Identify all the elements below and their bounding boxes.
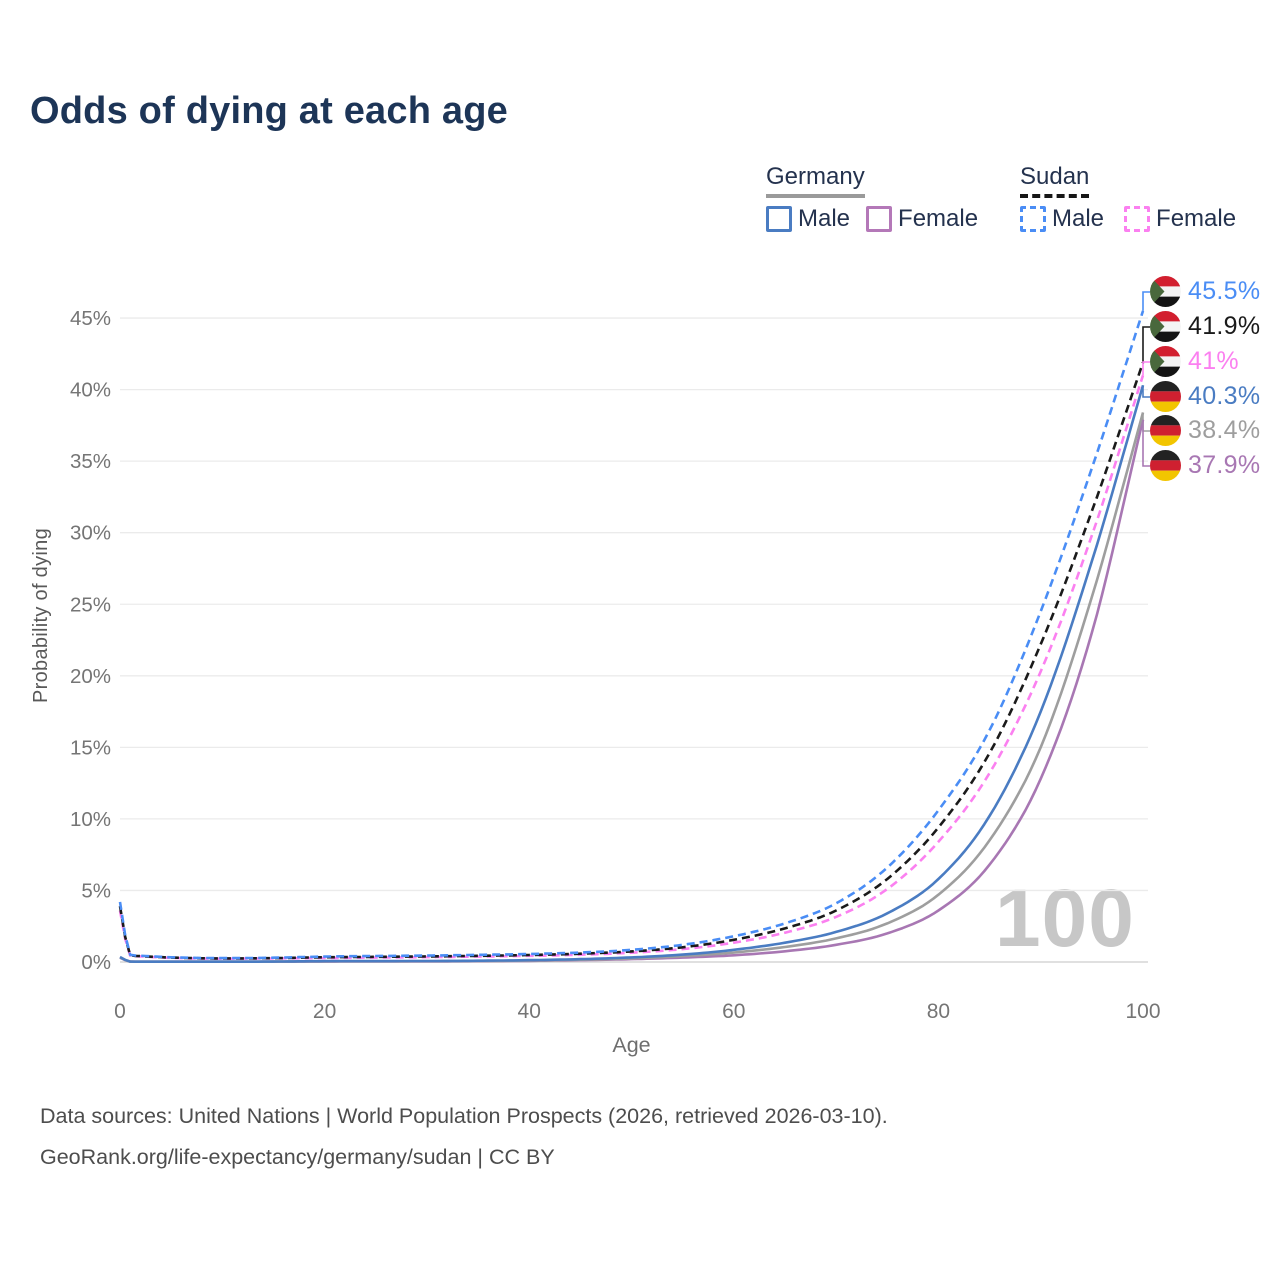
age-watermark: 100 bbox=[995, 873, 1135, 964]
end-label-germany_female: 37.9% bbox=[1150, 450, 1260, 481]
sudan-female-checkbox[interactable] bbox=[1124, 206, 1151, 232]
y-tick-label: 45% bbox=[70, 307, 111, 330]
end-label-sudan_female: 41% bbox=[1150, 346, 1239, 377]
germany-male-checkbox[interactable] bbox=[766, 206, 792, 232]
x-axis-title: Age bbox=[612, 1033, 650, 1057]
germany-female-checkbox[interactable] bbox=[866, 206, 893, 232]
germany-male-label: Male bbox=[798, 205, 851, 232]
end-label-connector-sudan_female bbox=[1142, 361, 1150, 376]
legend-germany: Germany Male Female bbox=[766, 163, 978, 233]
legend-germany-female[interactable]: Female bbox=[866, 205, 978, 233]
x-tick-label: 20 bbox=[313, 1000, 336, 1023]
legend-sudan-title: Sudan bbox=[1020, 163, 1090, 198]
germany-female-label: Female bbox=[898, 205, 979, 232]
y-tick-label: 15% bbox=[70, 736, 111, 759]
end-label-connector-germany_male bbox=[1142, 385, 1150, 398]
x-tick-label: 100 bbox=[1125, 1000, 1160, 1023]
legend-sudan: Sudan Male Female bbox=[1020, 163, 1236, 233]
sudan-male-checkbox[interactable] bbox=[1020, 206, 1046, 232]
y-tick-label: 20% bbox=[70, 665, 111, 688]
series-line-sudan_female bbox=[118, 374, 1145, 960]
end-label-value-sudan_male: 45.5% bbox=[1188, 277, 1261, 305]
end-label-sudan_male: 45.5% bbox=[1150, 276, 1260, 307]
x-tick-label: 60 bbox=[722, 1000, 745, 1023]
legend-sudan-male[interactable]: Male bbox=[1020, 205, 1104, 233]
page-title: Odds of dying at each age bbox=[30, 90, 508, 132]
end-label-sudan_both: 41.9% bbox=[1150, 311, 1260, 342]
y-tick-label: 5% bbox=[81, 879, 111, 902]
end-label-germany_male: 40.3% bbox=[1150, 381, 1260, 412]
end-label-germany_both: 38.4% bbox=[1150, 415, 1260, 446]
x-tick-label: 80 bbox=[927, 1000, 950, 1023]
end-label-value-germany_female: 37.9% bbox=[1188, 451, 1261, 479]
germany-flag-icon bbox=[1150, 415, 1181, 446]
series-line-germany_female bbox=[119, 419, 1145, 963]
y-tick-label: 40% bbox=[70, 379, 111, 402]
footer-sources-line: Data sources: United Nations | World Pop… bbox=[40, 1104, 888, 1128]
sudan-flag-icon bbox=[1150, 346, 1181, 377]
y-tick-label: 10% bbox=[70, 808, 111, 831]
sudan-male-label: Male bbox=[1052, 205, 1105, 232]
germany-flag-icon bbox=[1150, 381, 1181, 412]
legend-sudan-female[interactable]: Female bbox=[1124, 205, 1236, 233]
y-tick-label: 35% bbox=[70, 450, 111, 473]
end-label-value-germany_male: 40.3% bbox=[1188, 382, 1261, 410]
x-tick-label: 40 bbox=[518, 1000, 541, 1023]
y-tick-label: 0% bbox=[81, 951, 111, 974]
y-tick-label: 25% bbox=[70, 593, 111, 616]
sudan-flag-icon bbox=[1150, 276, 1181, 307]
end-label-connector-sudan_both bbox=[1142, 326, 1150, 363]
end-label-value-germany_both: 38.4% bbox=[1188, 416, 1261, 444]
y-tick-label: 30% bbox=[70, 522, 111, 545]
end-label-connector-germany_female bbox=[1142, 419, 1150, 467]
series-line-germany_both bbox=[119, 412, 1145, 963]
footer-attribution-line: GeoRank.org/life-expectancy/germany/suda… bbox=[40, 1145, 555, 1169]
legend-germany-title: Germany bbox=[766, 163, 865, 198]
sudan-female-label: Female bbox=[1156, 205, 1237, 232]
series-line-sudan_male bbox=[118, 310, 1145, 960]
end-label-connector-sudan_male bbox=[1142, 291, 1150, 311]
legend-germany-male[interactable]: Male bbox=[766, 205, 850, 233]
sudan-flag-icon bbox=[1150, 311, 1181, 342]
end-label-value-sudan_female: 41% bbox=[1188, 347, 1239, 375]
x-tick-label: 0 bbox=[114, 1000, 126, 1023]
series-line-sudan_both bbox=[118, 361, 1145, 960]
germany-flag-icon bbox=[1150, 450, 1181, 481]
footer: Data sources: United Nations | World Pop… bbox=[40, 1096, 1240, 1178]
series-line-germany_male bbox=[119, 384, 1145, 963]
end-label-value-sudan_both: 41.9% bbox=[1188, 312, 1261, 340]
end-label-connector-germany_both bbox=[1142, 412, 1150, 432]
